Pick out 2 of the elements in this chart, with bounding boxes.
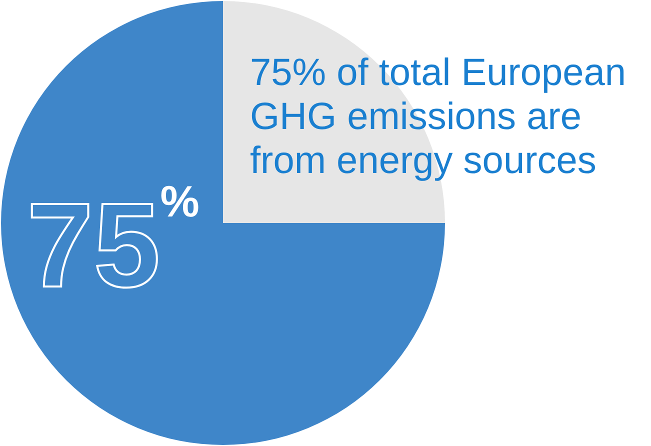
data-label: 75$^{%}$ [26, 177, 200, 313]
text: 75% of total European GHG emissions are from energy sources [250, 52, 626, 182]
